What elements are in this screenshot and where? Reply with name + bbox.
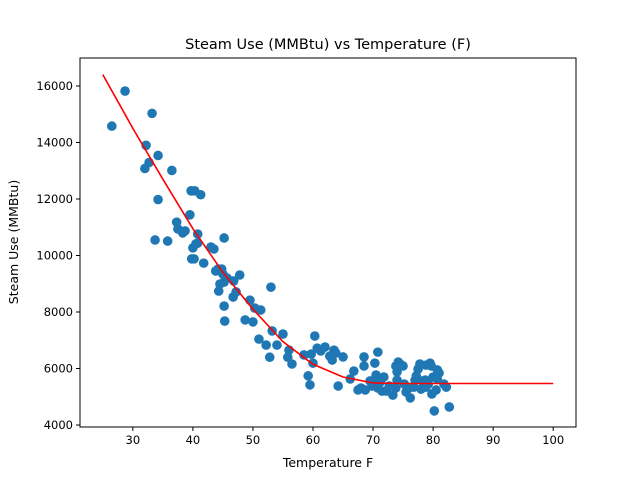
chart-title: Steam Use (MMBtu) vs Temperature (F): [185, 37, 471, 53]
data-point: [299, 350, 309, 360]
x-tick-label: 40: [186, 433, 201, 447]
data-point: [405, 393, 416, 403]
data-point: [305, 380, 315, 390]
data-point: [162, 236, 173, 246]
data-point: [248, 317, 258, 327]
data-point: [219, 233, 229, 243]
y-tick-label: 14000: [36, 135, 73, 149]
x-tick-label: 90: [486, 433, 501, 447]
data-point: [359, 361, 369, 371]
data-point: [192, 238, 203, 248]
data-point: [198, 258, 209, 268]
data-point: [209, 244, 219, 254]
data-point: [167, 165, 177, 176]
data-point: [429, 406, 440, 416]
data-point: [272, 340, 282, 350]
data-point: [333, 381, 344, 391]
axis-ticks: 30 40 50 60 70 80 90 100 4000 6000 8000 10000 12000 1…: [36, 79, 564, 447]
data-point: [287, 359, 297, 369]
data-point: [254, 334, 264, 344]
data-point: [338, 352, 348, 362]
data-point: [153, 150, 163, 161]
y-tick-label: 16000: [36, 79, 73, 93]
data-point: [147, 108, 157, 119]
x-tick-label: 60: [306, 433, 321, 447]
x-tick-label: 70: [366, 433, 381, 447]
y-tick-label: 6000: [44, 362, 73, 376]
data-point: [392, 375, 402, 385]
data-point: [177, 228, 188, 238]
data-point: [231, 287, 241, 297]
data-point: [195, 189, 206, 200]
data-point: [388, 390, 398, 400]
x-tick-label: 80: [426, 433, 441, 447]
data-point: [349, 366, 359, 376]
data-point: [409, 382, 419, 392]
data-point: [266, 282, 276, 292]
data-point: [375, 377, 386, 387]
y-tick-label: 12000: [36, 192, 73, 206]
data-point: [359, 352, 369, 362]
data-point: [213, 286, 224, 296]
x-axis-label: Temperature F: [282, 455, 373, 470]
y-axis-label: Steam Use (MMBtu): [6, 180, 21, 304]
data-point: [371, 370, 381, 380]
data-point: [444, 402, 455, 412]
data-point: [189, 254, 199, 264]
data-point: [219, 301, 229, 311]
data-point: [320, 342, 330, 352]
data-point: [107, 121, 117, 131]
data-point: [432, 365, 443, 375]
data-point: [309, 331, 320, 341]
axes-frame: [79, 57, 577, 428]
data-point: [370, 358, 380, 368]
x-tick-label: 50: [246, 433, 261, 447]
data-point: [398, 361, 408, 371]
data-point: [185, 210, 195, 220]
x-tick-label: 30: [126, 433, 141, 447]
data-point: [431, 385, 441, 395]
data-point: [255, 305, 266, 315]
data-point: [150, 235, 160, 245]
data-point: [278, 329, 288, 339]
y-tick-label: 10000: [36, 248, 73, 262]
y-tick-label: 8000: [44, 305, 73, 319]
data-point: [303, 371, 313, 381]
plot-area: [102, 74, 554, 416]
data-point: [120, 86, 130, 96]
data-point: [327, 355, 338, 365]
data-point: [441, 382, 452, 392]
data-point: [234, 270, 245, 280]
y-tick-label: 4000: [44, 418, 73, 432]
data-point: [373, 347, 383, 357]
data-point: [219, 316, 230, 326]
data-point: [240, 315, 250, 325]
fit-line: [102, 74, 554, 385]
data-point: [153, 194, 163, 205]
data-point: [264, 352, 275, 363]
data-point: [261, 340, 271, 350]
x-tick-label: 100: [542, 433, 564, 447]
data-point: [306, 349, 316, 359]
data-point: [331, 348, 341, 358]
